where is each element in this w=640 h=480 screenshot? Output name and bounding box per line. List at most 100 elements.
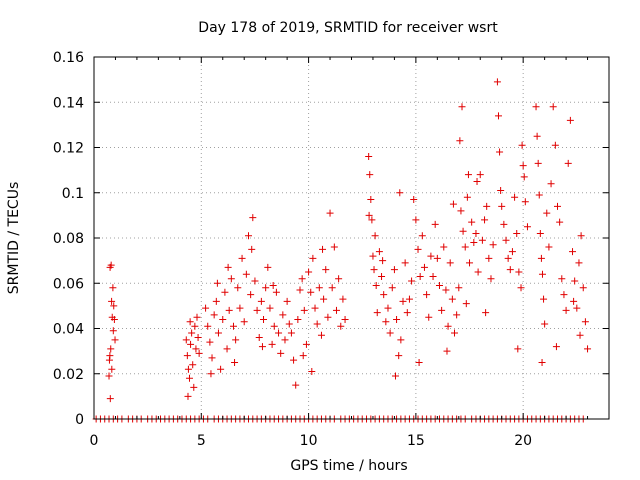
data-point xyxy=(294,315,302,323)
data-point xyxy=(105,372,113,380)
data-point xyxy=(378,272,386,280)
data-point xyxy=(391,372,399,380)
data-point xyxy=(322,266,330,274)
data-point xyxy=(195,349,203,357)
data-point xyxy=(487,275,495,283)
y-tick-labels: 0 0.02 0.04 0.06 0.08 0.1 0.12 0.14 0.16 xyxy=(53,50,84,428)
data-point xyxy=(399,297,407,305)
data-point xyxy=(223,345,231,353)
data-point xyxy=(442,286,450,294)
data-point xyxy=(307,288,315,296)
data-point xyxy=(506,266,514,274)
y-tick-label: 0.06 xyxy=(53,276,84,292)
data-point xyxy=(412,216,420,224)
data-point xyxy=(511,193,519,201)
data-point xyxy=(438,306,446,314)
data-point xyxy=(264,263,272,271)
data-point xyxy=(401,259,409,267)
data-point xyxy=(272,288,280,296)
data-point xyxy=(251,277,259,285)
y-tick-label: 0.02 xyxy=(53,367,84,383)
data-point xyxy=(541,320,549,328)
data-point xyxy=(234,284,242,292)
data-point xyxy=(485,254,493,262)
data-point xyxy=(108,365,116,373)
data-point xyxy=(375,248,383,256)
data-point xyxy=(268,340,276,348)
data-point xyxy=(472,229,480,237)
y-tick-label: 0.04 xyxy=(53,322,84,338)
data-point xyxy=(260,315,268,323)
data-point xyxy=(370,266,378,274)
data-point xyxy=(435,282,443,290)
data-point xyxy=(368,216,376,224)
data-point xyxy=(189,361,197,369)
data-point xyxy=(315,284,323,292)
data-point xyxy=(332,306,340,314)
data-point xyxy=(478,236,486,244)
data-point xyxy=(431,220,439,228)
data-point xyxy=(449,200,457,208)
data-point xyxy=(380,291,388,299)
data-point xyxy=(372,282,380,290)
data-point xyxy=(410,196,418,204)
data-point xyxy=(498,202,506,210)
data-point xyxy=(446,259,454,267)
data-point xyxy=(217,365,225,373)
data-point xyxy=(500,220,508,228)
data-point xyxy=(420,263,428,271)
data-point xyxy=(111,336,119,344)
data-point xyxy=(455,284,463,292)
data-point xyxy=(229,322,237,330)
data-point xyxy=(489,241,497,249)
data-point xyxy=(397,336,405,344)
data-point xyxy=(549,103,557,111)
data-point xyxy=(396,189,404,197)
data-point xyxy=(212,297,220,305)
data-point xyxy=(192,345,200,353)
data-point xyxy=(219,315,227,323)
data-point xyxy=(576,331,584,339)
data-point xyxy=(533,132,541,140)
data-point xyxy=(564,159,572,167)
y-axis-label: SRMTID / TECUs xyxy=(6,182,22,295)
data-point xyxy=(554,202,561,210)
data-point xyxy=(245,232,252,240)
data-point xyxy=(444,322,452,330)
data-point xyxy=(476,171,484,179)
data-point xyxy=(221,288,229,296)
data-point xyxy=(519,162,527,170)
data-point xyxy=(416,272,424,280)
y-tick-label: 0.08 xyxy=(53,231,84,247)
data-point xyxy=(462,300,470,308)
x-tick-label: 10 xyxy=(300,433,318,449)
data-point xyxy=(341,315,349,323)
data-point xyxy=(538,270,546,278)
data-point xyxy=(474,268,482,276)
data-point xyxy=(109,327,117,335)
data-point xyxy=(296,286,304,294)
data-point xyxy=(367,196,375,204)
data-point xyxy=(309,254,317,262)
data-point xyxy=(281,336,289,344)
data-point xyxy=(473,177,481,185)
data-point xyxy=(466,259,474,267)
data-point xyxy=(448,295,456,303)
data-point xyxy=(382,318,390,326)
data-point xyxy=(337,322,345,330)
data-point xyxy=(249,214,257,222)
data-point xyxy=(365,211,373,219)
data-point xyxy=(208,354,216,362)
y-tick-label: 0 xyxy=(75,412,84,428)
data-point xyxy=(311,304,319,312)
data-point xyxy=(231,358,239,366)
data-point xyxy=(418,232,426,240)
data-point xyxy=(535,191,543,199)
data-point xyxy=(543,209,551,217)
data-point xyxy=(279,311,287,319)
data-point xyxy=(106,352,114,360)
data-point xyxy=(283,297,291,305)
data-point xyxy=(482,309,490,317)
data-point xyxy=(240,318,248,326)
